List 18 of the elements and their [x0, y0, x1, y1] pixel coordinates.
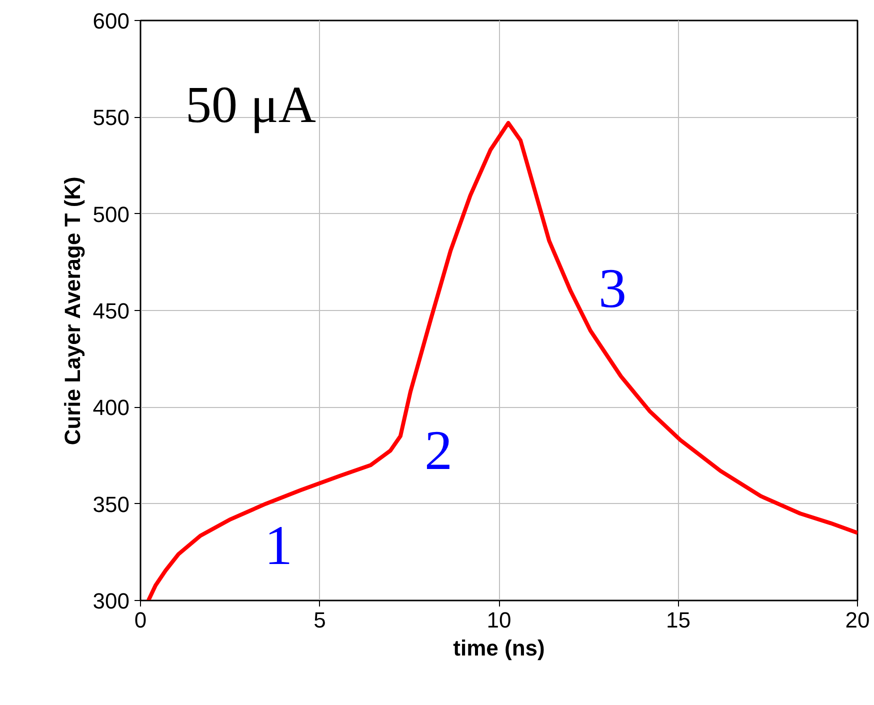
- y-tick-label: 600: [92, 8, 130, 34]
- x-tick-label: 15: [666, 608, 690, 632]
- x-tick-label: 10: [486, 608, 512, 632]
- x-axis-title: time (ns): [453, 636, 545, 660]
- y-tick-label: 500: [92, 202, 130, 227]
- x-tick-label: 20: [845, 608, 870, 632]
- annotation: 1: [264, 515, 292, 577]
- y-tick-label: 550: [92, 105, 130, 130]
- y-tick-label: 350: [92, 492, 130, 517]
- y-tick-label: 400: [92, 395, 130, 420]
- y-tick-label: 300: [92, 588, 130, 614]
- annotation: 50 μA: [186, 77, 316, 134]
- annotation: 2: [424, 420, 452, 482]
- y-tick-label: 450: [92, 298, 130, 324]
- x-tick-label: 5: [314, 608, 326, 632]
- y-axis-title: Curie Layer Average T (K): [60, 176, 85, 446]
- x-tick-label: 0: [134, 608, 147, 632]
- annotation: 3: [598, 258, 626, 320]
